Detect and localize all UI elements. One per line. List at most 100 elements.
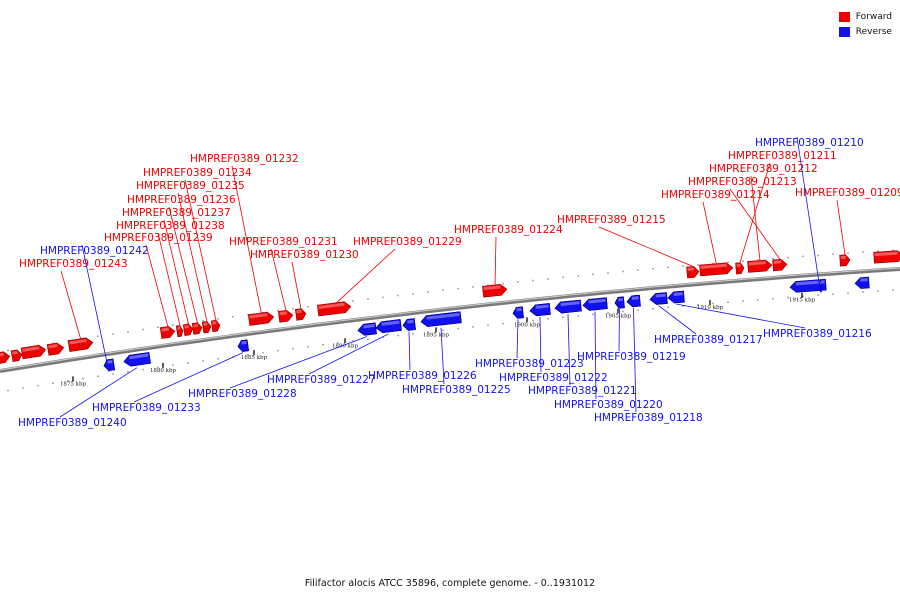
forward-gene-label[interactable]: HMPREF0389_01209 <box>795 187 900 199</box>
forward-gene-arrow[interactable] <box>46 342 65 356</box>
reverse-gene-arrow[interactable] <box>789 278 827 293</box>
reverse-gene-arrow[interactable] <box>420 311 462 327</box>
reverse-gene-label[interactable]: HMPREF0389_01216 <box>763 328 872 340</box>
forward-gene-label[interactable]: HMPREF0389_01235 <box>136 180 245 192</box>
forward-gene-label[interactable]: HMPREF0389_01232 <box>190 153 299 165</box>
legend-forward-label: Forward <box>855 11 892 22</box>
reverse-gene-label[interactable]: HMPREF0389_01220 <box>554 399 663 411</box>
reverse-gene-label[interactable]: HMPREF0389_01218 <box>594 412 703 424</box>
reverse-gene-label[interactable]: HMPREF0389_01222 <box>499 372 608 384</box>
forward-gene-arrow[interactable] <box>772 258 788 272</box>
reverse-gene-label[interactable]: HMPREF0389_01210 <box>755 137 864 149</box>
forward-gene-label[interactable]: HMPREF0389_01238 <box>116 220 225 232</box>
reverse-gene-arrow[interactable] <box>357 322 377 336</box>
forward-gene-arrow[interactable] <box>67 337 94 352</box>
forward-gene-arrow[interactable] <box>839 254 851 267</box>
forward-gene-arrow[interactable] <box>735 262 745 275</box>
forward-gene-arrow[interactable] <box>175 325 184 338</box>
reverse-gene-arrow[interactable] <box>819 280 822 293</box>
forward-gene-label[interactable]: HMPREF0389_01215 <box>557 214 666 226</box>
reverse-gene-label[interactable]: HMPREF0389_01233 <box>92 402 201 414</box>
gene-body <box>237 339 249 352</box>
gene-label-connector <box>750 175 761 261</box>
reverse-gene-label[interactable]: HMPREF0389_01240 <box>18 417 127 429</box>
reverse-gene-label[interactable]: HMPREF0389_01217 <box>654 334 763 346</box>
reverse-gene-label[interactable]: HMPREF0389_01242 <box>40 245 149 257</box>
reverse-gene-arrow[interactable] <box>237 339 249 352</box>
forward-gene-arrow[interactable] <box>210 319 221 333</box>
forward-gene-arrow[interactable] <box>277 309 294 323</box>
reverse-gene-arrow[interactable] <box>854 276 870 289</box>
legend-forward: Forward <box>838 9 892 24</box>
gene-shine <box>516 307 522 312</box>
gene-label-connector <box>168 206 198 324</box>
forward-gene-label[interactable]: HMPREF0389_01214 <box>661 189 770 201</box>
forward-gene-arrow[interactable] <box>699 262 734 277</box>
gene-shine <box>249 313 268 319</box>
genome-caption: Filifactor alocis ATCC 35896, complete g… <box>304 578 596 589</box>
forward-gene-arrow[interactable] <box>294 308 307 321</box>
reverse-gene-label[interactable]: HMPREF0389_01228 <box>188 388 297 400</box>
gene-shine <box>588 298 606 304</box>
gene-label-connector <box>516 319 519 359</box>
forward-gene-label[interactable]: HMPREF0389_01239 <box>104 232 213 244</box>
reverse-gene-label[interactable]: HMPREF0389_01226 <box>368 370 477 382</box>
gene-body <box>247 311 275 326</box>
gene-body <box>839 254 851 267</box>
forward-gene-label[interactable]: HMPREF0389_01230 <box>250 249 359 261</box>
legend-reverse-label: Reverse <box>855 26 892 37</box>
reverse-gene-arrow[interactable] <box>512 306 524 319</box>
forward-gene-arrow[interactable] <box>182 323 194 336</box>
gene-shine <box>212 321 217 325</box>
reverse-gene-arrow[interactable] <box>649 292 668 305</box>
forward-gene-label[interactable]: HMPREF0389_01213 <box>688 176 797 188</box>
reverse-gene-label[interactable]: HMPREF0389_01223 <box>475 358 584 370</box>
gene-label-connector <box>675 303 806 329</box>
reverse-gene-arrow[interactable] <box>123 352 151 367</box>
reverse-gene-label[interactable]: HMPREF0389_01221 <box>528 385 637 397</box>
reverse-gene-arrow[interactable] <box>402 318 416 331</box>
reverse-gene-label[interactable]: HMPREF0389_01225 <box>402 384 511 396</box>
reverse-gene-arrow[interactable] <box>375 319 402 333</box>
forward-gene-label[interactable]: HMPREF0389_01224 <box>454 224 563 236</box>
reverse-gene-arrow[interactable] <box>667 290 685 304</box>
forward-gene-arrow[interactable] <box>191 322 203 335</box>
forward-gene-arrow[interactable] <box>747 259 773 273</box>
forward-gene-label[interactable]: HMPREF0389_01243 <box>19 258 128 270</box>
gene-body <box>277 309 294 323</box>
forward-gene-arrow[interactable] <box>316 301 352 317</box>
gene-shine <box>655 293 666 298</box>
forward-gene-arrow[interactable] <box>20 344 47 360</box>
reverse-gene-arrow[interactable] <box>626 294 641 308</box>
gene-shine <box>193 323 199 328</box>
forward-gene-label[interactable]: HMPREF0389_01211 <box>728 150 837 162</box>
reverse-gene-arrow[interactable] <box>554 299 582 314</box>
forward-gene-arrow[interactable] <box>247 311 275 326</box>
reverse-gene-arrow[interactable] <box>614 296 625 309</box>
forward-gene-arrow[interactable] <box>159 326 176 339</box>
gene-body <box>649 292 668 305</box>
reverse-gene-arrow[interactable] <box>529 303 551 317</box>
reverse-gene-arrow[interactable] <box>103 358 116 372</box>
forward-gene-label[interactable]: HMPREF0389_01234 <box>143 167 252 179</box>
reverse-gene-label[interactable]: HMPREF0389_01219 <box>577 351 686 363</box>
gene-shine <box>736 263 741 267</box>
forward-gene-label[interactable]: HMPREF0389_01212 <box>709 163 818 175</box>
gene-label-connector <box>229 336 368 389</box>
forward-gene-arrow[interactable] <box>201 321 212 334</box>
gene-label-connector <box>658 305 697 335</box>
gene-shine <box>700 263 727 269</box>
forward-gene-arrow[interactable] <box>482 284 508 298</box>
gene-label-connector <box>334 248 396 305</box>
forward-gene-arrow[interactable] <box>10 349 23 363</box>
forward-gene-label[interactable]: HMPREF0389_01236 <box>127 194 236 206</box>
forward-gene-arrow[interactable] <box>0 351 11 365</box>
forward-gene-label[interactable]: HMPREF0389_01229 <box>353 236 462 248</box>
forward-gene-arrow[interactable] <box>686 266 700 279</box>
forward-gene-label[interactable]: HMPREF0389_01237 <box>122 207 231 219</box>
reverse-gene-label[interactable]: HMPREF0389_01227 <box>267 374 376 386</box>
reverse-gene-arrow[interactable] <box>582 297 608 311</box>
forward-gene-arrow[interactable] <box>873 250 900 264</box>
gene-shine <box>860 278 868 282</box>
forward-gene-label[interactable]: HMPREF0389_01231 <box>229 236 338 248</box>
